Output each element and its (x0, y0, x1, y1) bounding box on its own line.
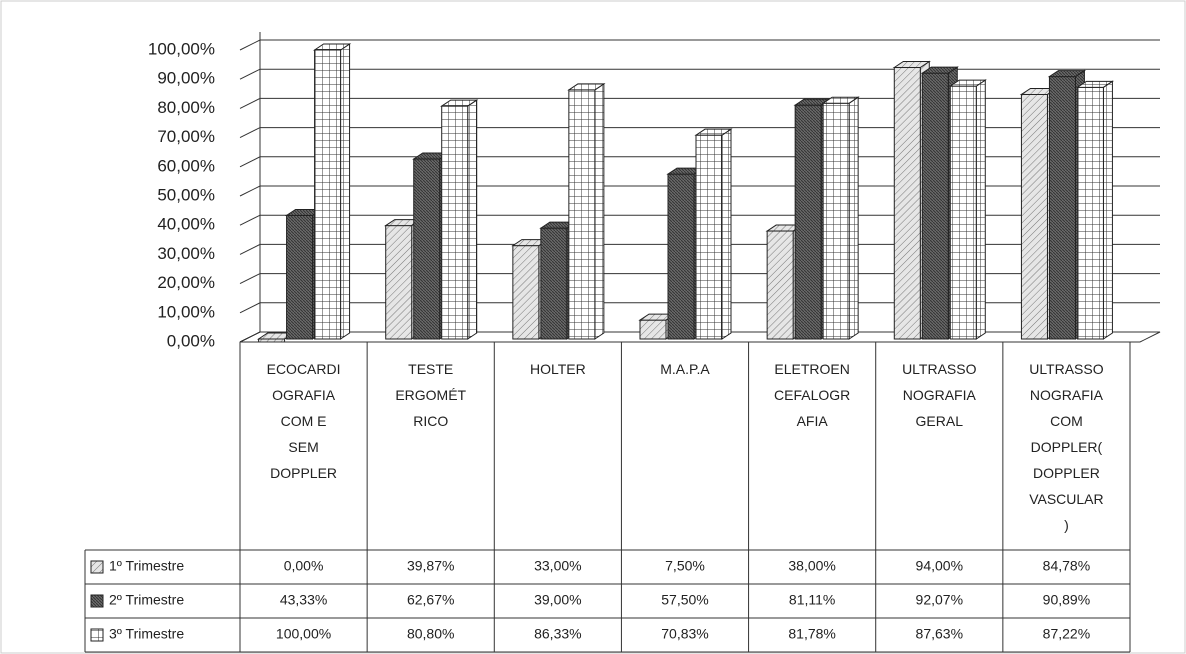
data-label: 100,00% (276, 626, 331, 642)
y-tick-label: 60,00% (157, 156, 215, 175)
bar-top (892, 61, 931, 69)
legend-label: 2º Trimestre (109, 592, 184, 608)
y-tick-label: 40,00% (157, 215, 215, 234)
data-label: 84,78% (1043, 558, 1090, 574)
y-tick-label: 30,00% (157, 244, 215, 263)
y-tick-label: 50,00% (157, 185, 215, 204)
y-tick-label: 0,00% (167, 331, 215, 350)
bar (893, 67, 921, 340)
data-label: 39,87% (407, 558, 454, 574)
x-tick-label: ULTRASSO NOGRAFIA COM DOPPLER(DOPPLER VASCUL… (1029, 361, 1104, 533)
bar (385, 225, 413, 340)
grid-line (239, 214, 1160, 226)
x-tick-label: ULTRASSO NOGRAFIA GERAL (902, 361, 977, 429)
x-tick-label: TESTE ERGOMÉT RICO (395, 361, 466, 429)
y-tick-label: 70,00% (157, 127, 215, 146)
grid-line (239, 97, 1160, 109)
bar (667, 173, 695, 340)
data-label: 92,07% (916, 592, 963, 608)
bar (949, 85, 977, 340)
data-label: 90,89% (1043, 592, 1090, 608)
bar (1048, 76, 1076, 340)
data-label: 94,00% (916, 558, 963, 574)
bar-top (1047, 70, 1087, 78)
data-label: 39,00% (534, 592, 581, 608)
bar-side (721, 128, 732, 340)
bar-top (948, 79, 987, 87)
bar-side (1102, 80, 1113, 340)
bar-side (975, 79, 986, 340)
x-tick-label: HOLTER (530, 361, 586, 377)
legend-key (90, 560, 104, 574)
y-tick-label: 100,00% (148, 39, 215, 58)
grid-line (239, 243, 1160, 255)
bar (413, 158, 441, 340)
data-label: 62,67% (407, 592, 454, 608)
data-label: 87,63% (916, 626, 963, 642)
bar (794, 104, 822, 340)
y-tick-label: 20,00% (157, 273, 215, 292)
data-label: 80,80% (407, 626, 454, 642)
legend-key (90, 594, 104, 608)
bar-top (312, 43, 352, 51)
bar (822, 102, 850, 340)
bar (540, 227, 568, 340)
bar (568, 89, 596, 340)
x-tick-label: ELETROEN CEFALOGR AFIA (774, 361, 850, 429)
grid-line (239, 68, 1160, 80)
bar-side (467, 99, 478, 340)
bar-side (594, 82, 605, 340)
data-label: 87,22% (1043, 626, 1090, 642)
x-tick-label: ECOCARDI OGRAFIA COM E SEM DOPPLER (267, 361, 341, 481)
data-label: 38,00% (788, 558, 835, 574)
grid-line (239, 273, 1160, 285)
data-label: 86,33% (534, 626, 581, 642)
bar-side (848, 96, 859, 340)
bar (286, 214, 314, 340)
legend-label: 3º Trimestre (109, 626, 184, 642)
grid-line (239, 156, 1160, 168)
grid-line (239, 127, 1160, 139)
bar-top (920, 66, 959, 74)
grid-line (239, 331, 1160, 343)
data-label: 43,33% (280, 592, 327, 608)
bar (1020, 93, 1048, 340)
data-label: 33,00% (534, 558, 581, 574)
data-label: 57,50% (661, 592, 708, 608)
x-tick-label: M.A.P.A (660, 361, 710, 377)
bar (639, 319, 667, 340)
bar (766, 230, 794, 340)
bar (695, 134, 723, 340)
grid-line (239, 302, 1160, 314)
bar-side (340, 43, 351, 340)
data-label: 7,50% (665, 558, 705, 574)
grid-line (239, 185, 1160, 197)
bar-top (694, 128, 733, 136)
grid-line (239, 39, 1160, 51)
y-tick-label: 90,00% (157, 69, 215, 88)
bar (512, 245, 540, 340)
bar (314, 49, 342, 340)
data-label: 0,00% (284, 558, 324, 574)
data-label: 81,78% (788, 626, 835, 642)
legend-key (90, 628, 104, 642)
bar (441, 105, 469, 340)
legend-label: 1º Trimestre (109, 558, 184, 574)
bar-top (440, 99, 479, 107)
bar (921, 72, 949, 340)
y-tick-label: 10,00% (157, 302, 215, 321)
bar-top (1075, 80, 1115, 88)
y-tick-label: 80,00% (157, 98, 215, 117)
bar (1076, 86, 1104, 340)
bar-top (567, 83, 606, 91)
data-label: 81,11% (789, 592, 835, 608)
bar-top (821, 96, 860, 104)
data-label: 70,83% (661, 626, 708, 642)
